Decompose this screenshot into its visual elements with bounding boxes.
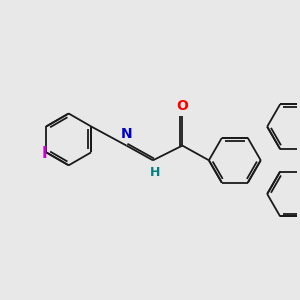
Text: O: O bbox=[176, 99, 188, 112]
Text: H: H bbox=[150, 166, 160, 178]
Text: I: I bbox=[42, 146, 48, 161]
Text: N: N bbox=[121, 127, 132, 141]
